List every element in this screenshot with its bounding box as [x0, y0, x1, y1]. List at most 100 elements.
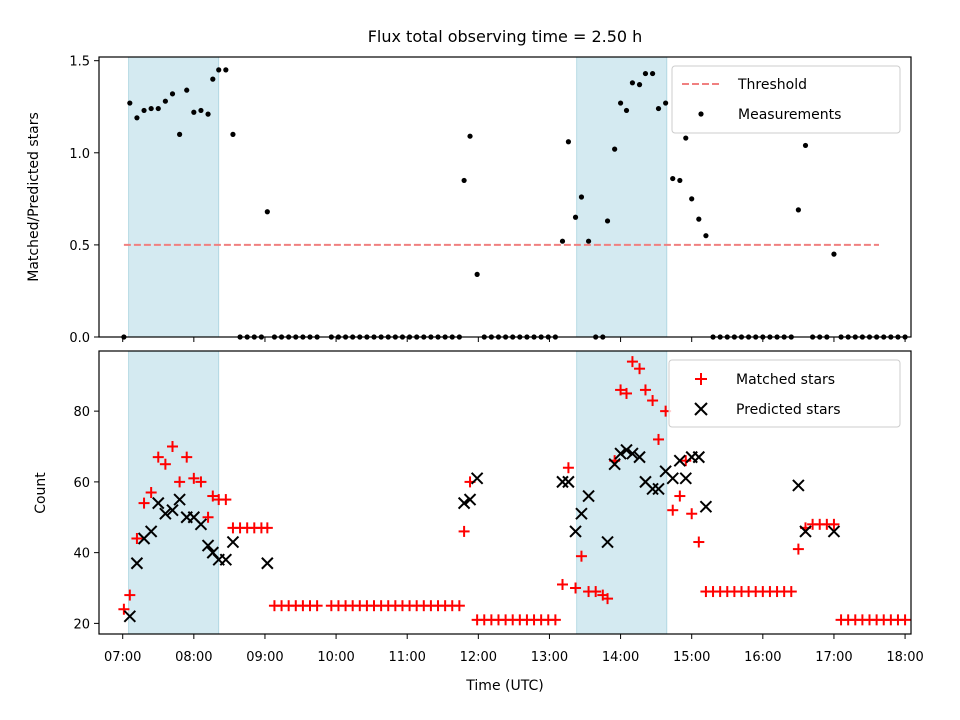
matched-star-point — [667, 504, 679, 516]
measurement-point — [795, 207, 801, 213]
matched-star-point — [131, 532, 143, 544]
predicted-star-point — [144, 525, 158, 538]
matched-star-point — [195, 476, 207, 488]
observing-window-shade — [128, 350, 220, 635]
count-x-tick-label: 15:00 — [673, 650, 710, 665]
count-y-tick-label: 20 — [73, 617, 90, 632]
count-panel: 20 40 60 80 07:00 08:00 09:00 10:00 11:00 12:00 1… — [33, 350, 924, 694]
predicted-stars-series — [123, 443, 841, 623]
measurement-point — [127, 100, 133, 106]
matched-star-point — [634, 363, 646, 375]
measurement-point — [177, 131, 183, 137]
matched-star-point — [311, 600, 323, 612]
measurement-point — [831, 251, 837, 257]
matched-star-point — [145, 487, 157, 498]
count-y-axis-ticks: 20 40 60 80 — [73, 405, 99, 632]
measurement-point — [184, 87, 190, 93]
predicted-star-point — [666, 472, 679, 485]
predicted-star-point — [652, 482, 665, 496]
ratio-x-axis-ticks — [122, 337, 906, 342]
predicted-star-point — [799, 525, 812, 538]
measurement-point — [663, 100, 669, 106]
measurement-point — [141, 107, 147, 114]
matched-star-point — [686, 508, 698, 520]
count-y-axis-label: Count — [33, 472, 49, 514]
predicted-star-point — [569, 525, 582, 538]
measurement-point — [148, 105, 154, 112]
measurement-point — [461, 177, 467, 184]
matched-star-point — [615, 384, 627, 396]
count-panel-frame — [98, 350, 912, 635]
measurement-point — [134, 115, 140, 121]
measurement-point — [169, 91, 176, 97]
measurement-point — [230, 131, 236, 137]
matched-star-point — [202, 511, 214, 523]
predicted-star-point — [792, 479, 805, 492]
predicted-star-point — [463, 493, 477, 506]
predicted-star-point — [562, 475, 575, 489]
legend-predicted-swatch — [694, 402, 708, 416]
matched-star-point — [124, 589, 136, 601]
measurement-point — [198, 107, 204, 114]
matched-star-point — [181, 451, 193, 463]
measurement-point — [629, 80, 636, 86]
predicted-star-point — [633, 450, 646, 464]
matched-star-point — [220, 494, 232, 506]
count-x-tick-label: 11:00 — [388, 650, 425, 665]
matched-star-point — [653, 433, 665, 445]
measurements-series — [121, 67, 908, 340]
predicted-star-point — [166, 503, 179, 517]
predicted-star-point — [123, 610, 137, 623]
legend-matched-label: Matched stars — [736, 372, 835, 388]
measurement-point — [264, 209, 270, 215]
chart-title: Flux total observing time = 2.50 h — [368, 27, 643, 46]
count-x-tick-label: 18:00 — [886, 650, 923, 665]
measurement-point — [683, 135, 689, 141]
legend-predicted-label: Predicted stars — [736, 402, 841, 418]
measurement-point — [636, 82, 643, 88]
ratio-y-tick-label: 0.0 — [69, 331, 90, 346]
matched-star-point — [639, 384, 651, 396]
ratio-y-axis-ticks: 0.0 0.5 1.0 1.5 — [69, 55, 99, 346]
measurement-point — [572, 214, 579, 220]
matched-star-point — [575, 550, 587, 562]
matched-star-point — [621, 387, 633, 399]
matched-star-point — [166, 441, 178, 453]
measurement-point — [649, 70, 656, 77]
x-axis-label: Time (UTC) — [465, 678, 543, 694]
observing-window-shade — [576, 56, 668, 338]
measurement-point — [696, 216, 702, 222]
count-x-tick-label: 10:00 — [317, 650, 354, 665]
predicted-star-point — [201, 539, 215, 552]
predicted-star-point — [261, 557, 274, 570]
matched-stars-series — [118, 356, 911, 626]
measurement-point — [677, 177, 683, 184]
measurement-point — [642, 70, 649, 77]
matched-star-point — [138, 497, 150, 509]
count-x-tick-label: 14:00 — [602, 650, 639, 665]
ratio-y-tick-label: 1.5 — [69, 55, 90, 70]
measurement-point — [155, 105, 161, 112]
measurement-point — [689, 196, 695, 202]
legend-measurements-label: Measurements — [738, 107, 841, 123]
legend-measurements-swatch — [698, 111, 704, 117]
matched-star-point — [792, 543, 804, 555]
predicted-star-point — [699, 500, 713, 513]
matched-star-point — [647, 395, 659, 407]
measurement-point — [585, 238, 592, 244]
predicted-star-point — [130, 557, 144, 570]
predicted-star-point — [679, 472, 692, 485]
count-x-tick-label: 13:00 — [531, 650, 568, 665]
predicted-star-point — [608, 457, 621, 471]
measurement-point — [670, 175, 676, 182]
matched-star-point — [174, 476, 186, 488]
count-x-tick-label: 08:00 — [175, 650, 212, 665]
predicted-star-point — [226, 535, 240, 549]
predicted-star-point — [457, 496, 471, 510]
predicted-star-point — [173, 493, 186, 506]
count-y-tick-label: 40 — [73, 547, 90, 562]
measurement-point — [191, 109, 197, 115]
measurement-point — [467, 133, 473, 139]
predicted-star-point — [673, 454, 687, 467]
predicted-star-point — [620, 443, 633, 457]
